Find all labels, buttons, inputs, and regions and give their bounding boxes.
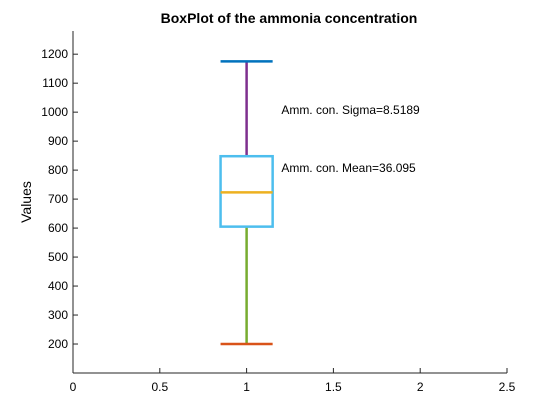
y-axis-label: Values	[18, 181, 34, 223]
x-tick-label: 2.5	[499, 380, 516, 394]
x-tick-label: 0.5	[151, 380, 168, 394]
y-tick-label: 500	[48, 250, 68, 264]
y-tick-label: 600	[48, 221, 68, 235]
y-tick-label: 200	[48, 337, 68, 351]
annotation-text: Amm. con. Sigma=8.5189	[281, 103, 420, 117]
x-tick-label: 2	[417, 380, 424, 394]
y-tick-label: 1000	[41, 105, 68, 119]
x-tick-label: 1	[243, 380, 250, 394]
chart-title: BoxPlot of the ammonia concentration	[161, 10, 418, 26]
y-tick-label: 700	[48, 192, 68, 206]
annotation-text: Amm. con. Mean=36.095	[281, 161, 416, 175]
plot-area: 0 0.5 1 1.5 2 2.5 200 300 400 500 600 700 800 900 1000…	[41, 31, 516, 394]
y-tick-label: 800	[48, 163, 68, 177]
y-tick-label: 400	[48, 279, 68, 293]
x-tick-label: 1.5	[325, 380, 342, 394]
y-tick-label: 300	[48, 308, 68, 322]
y-tick-label: 1200	[41, 47, 68, 61]
y-tick-label: 900	[48, 134, 68, 148]
x-tick-label: 0	[70, 380, 77, 394]
y-tick-label: 1100	[42, 76, 68, 90]
